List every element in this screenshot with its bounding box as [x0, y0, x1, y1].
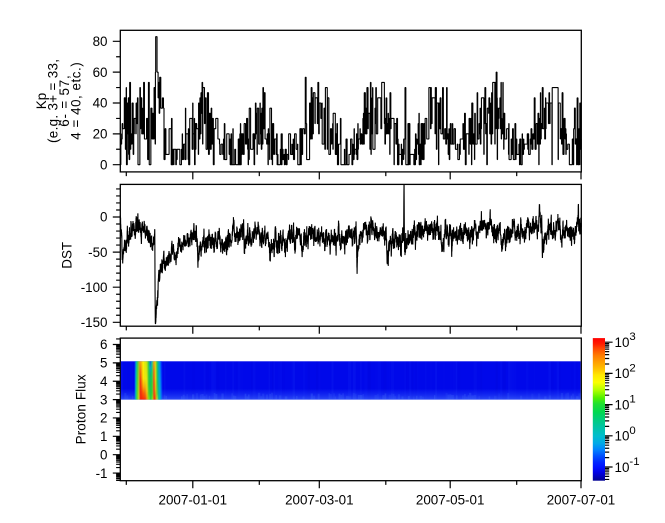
- svg-text:Kp: Kp: [34, 93, 49, 109]
- svg-text:2: 2: [100, 411, 107, 426]
- svg-text:6- = 57,: 6- = 57,: [57, 75, 72, 127]
- svg-text:-100: -100: [81, 280, 108, 295]
- svg-text:3: 3: [100, 392, 107, 407]
- svg-text:2007-05-01: 2007-05-01: [416, 492, 485, 507]
- svg-text:20: 20: [93, 127, 108, 142]
- svg-text:0: 0: [100, 210, 107, 225]
- svg-text:2007-01-01: 2007-01-01: [159, 492, 228, 507]
- svg-text:6: 6: [100, 337, 107, 352]
- svg-text:-150: -150: [81, 315, 108, 330]
- svg-text:-50: -50: [88, 245, 107, 260]
- svg-text:Proton Flux: Proton Flux: [74, 374, 89, 444]
- svg-text:4: 4: [100, 374, 108, 389]
- svg-text:60: 60: [93, 65, 108, 80]
- svg-text:0: 0: [100, 157, 107, 172]
- svg-text:80: 80: [93, 34, 108, 49]
- svg-text:0: 0: [100, 447, 107, 462]
- svg-text:40: 40: [93, 96, 108, 111]
- svg-text:5: 5: [100, 356, 107, 371]
- svg-text:2007-03-01: 2007-03-01: [285, 492, 354, 507]
- svg-text:1: 1: [100, 429, 107, 444]
- svg-text:4 = 40, etc.): 4 = 40, etc.): [69, 62, 84, 140]
- svg-text:DST: DST: [60, 242, 75, 269]
- svg-text:-1: -1: [96, 466, 108, 481]
- svg-text:(e.g. 3+ = 33,: (e.g. 3+ = 33,: [46, 59, 61, 143]
- svg-text:2007-07-01: 2007-07-01: [547, 492, 616, 507]
